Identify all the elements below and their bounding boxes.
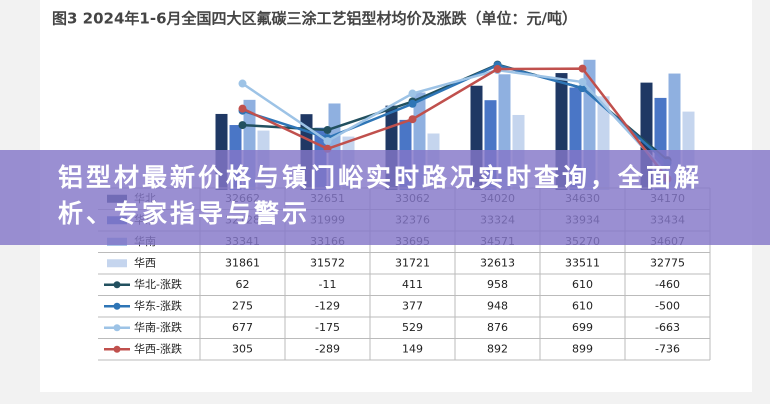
line-point: [238, 104, 247, 113]
legend-dot: [113, 345, 121, 353]
legend-label: 华北-涨跌: [134, 277, 182, 291]
table-cell: 33511: [565, 256, 600, 269]
table-cell: 699: [572, 321, 593, 334]
table-cell: 149: [402, 342, 423, 355]
table-cell: -460: [655, 278, 680, 291]
table-cell: 275: [232, 299, 253, 312]
table-cell: 31861: [225, 256, 260, 269]
table-cell: 529: [402, 321, 423, 334]
line-point: [578, 78, 587, 87]
table-cell: 948: [487, 299, 508, 312]
table-cell: 876: [487, 321, 508, 334]
table-cell: 32775: [650, 256, 685, 269]
table-cell: 32613: [480, 256, 515, 269]
line-point: [238, 79, 247, 88]
table-cell: 62: [236, 278, 250, 291]
line-point: [238, 121, 247, 130]
table-cell: 31721: [395, 256, 430, 269]
line-point: [578, 84, 587, 93]
table-cell: -175: [315, 321, 340, 334]
table-cell: 377: [402, 299, 423, 312]
line: [242, 63, 669, 164]
table-cell: 610: [572, 278, 593, 291]
line-point: [408, 99, 417, 108]
legend-dot: [113, 302, 121, 310]
table-cell: 677: [232, 321, 253, 334]
table-cell: 610: [572, 299, 593, 312]
legend-label: 华西: [134, 255, 156, 269]
legend-dot: [113, 281, 121, 289]
table-cell: 899: [572, 342, 593, 355]
legend-label: 华西-涨跌: [134, 341, 182, 355]
line-point: [408, 115, 417, 124]
table-cell: -129: [315, 299, 340, 312]
line: [241, 67, 669, 180]
table-cell: -663: [655, 321, 680, 334]
table-cell: -289: [315, 342, 340, 355]
line-point: [323, 125, 332, 134]
table-cell: -500: [655, 299, 680, 312]
table-cell: 305: [232, 342, 253, 355]
legend-dot: [113, 324, 121, 332]
table-cell: -11: [319, 278, 337, 291]
table-cell: 31572: [310, 256, 345, 269]
legend-label: 华东-涨跌: [134, 298, 182, 312]
headline-banner: 铝型材最新价格与镇门峪实时路况实时查询，全面解析、专家指导与警示: [0, 150, 770, 245]
table-cell: 892: [487, 342, 508, 355]
legend-label: 华南-涨跌: [134, 320, 182, 334]
line-point: [408, 89, 417, 98]
table-cell: 958: [487, 278, 508, 291]
table-cell: -736: [655, 342, 680, 355]
chart-title: 图3 2024年1-6月全国四大区氟碳三涂工艺铝型材均价及涨跌（单位：元/吨）: [52, 10, 577, 28]
headline: 铝型材最新价格与镇门峪实时路况实时查询，全面解析、专家指导与警示: [58, 163, 703, 228]
table-cell: 411: [402, 278, 423, 291]
line: [241, 68, 669, 175]
legend-swatch: [107, 259, 127, 268]
line-point: [578, 64, 587, 73]
line-point: [323, 137, 332, 146]
line-point: [493, 65, 502, 74]
